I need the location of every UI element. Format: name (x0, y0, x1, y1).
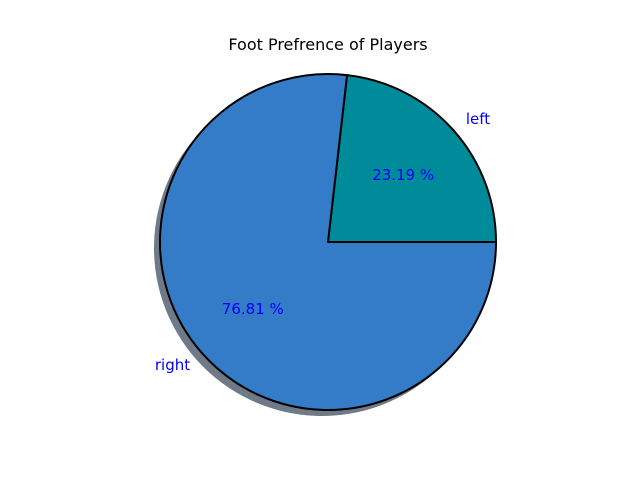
pie-slice-left (327, 74, 497, 243)
chart-title: Foot Prefrence of Players (228, 35, 427, 54)
slice-label-right: right (155, 356, 190, 374)
pie-slices-group (159, 73, 497, 411)
slice-label-left: left (466, 110, 490, 128)
pie-labels-group: left 23.19 % right 76.81 % (155, 110, 490, 374)
slice-percent-left: 23.19 % (372, 166, 434, 184)
slice-percent-right: 76.81 % (222, 300, 284, 318)
pie-slice-right (159, 73, 497, 411)
